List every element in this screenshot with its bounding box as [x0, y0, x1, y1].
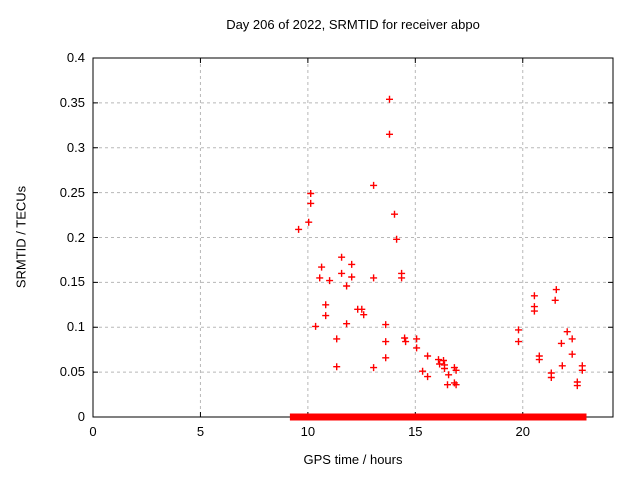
zero-band-segment — [302, 413, 317, 421]
y-tick-label: 0.1 — [66, 319, 85, 335]
zero-band-segment — [440, 413, 455, 421]
zero-band-segment — [541, 413, 556, 421]
zero-band-segment — [486, 413, 500, 421]
x-tick-label: 0 — [89, 424, 97, 439]
zero-band-segment — [433, 413, 445, 421]
zero-band-segment — [459, 413, 473, 421]
zero-band-segment — [522, 413, 535, 421]
y-tick-label: 0.35 — [59, 94, 85, 110]
zero-band-segment — [325, 413, 337, 421]
zero-band-segment — [332, 413, 344, 421]
zero-band-segment — [578, 413, 587, 421]
zero-band-segment — [339, 413, 352, 421]
zero-band-segment — [495, 413, 507, 421]
x-axis-label: GPS time / hours — [303, 452, 403, 467]
zero-band-segment — [379, 413, 394, 421]
zero-band-segment — [318, 413, 330, 421]
zero-band-segment — [368, 413, 383, 421]
y-tick-label: 0.05 — [59, 364, 85, 380]
zero-band-segment — [389, 413, 401, 421]
y-tick-label: 0.15 — [59, 274, 85, 290]
y-tick-label: 0.4 — [66, 50, 85, 65]
zero-band-segment — [405, 413, 418, 421]
zero-band-segment — [532, 413, 545, 421]
zero-band-segment — [571, 413, 583, 421]
zero-band-segment — [312, 413, 323, 421]
zero-band-segment — [562, 413, 575, 421]
x-tick-label: 20 — [515, 424, 530, 439]
zero-band-segment — [477, 413, 491, 421]
zero-band-segment — [396, 413, 410, 421]
y-tick-label: 0 — [77, 409, 85, 424]
zero-band-segment — [552, 413, 566, 421]
x-tick-label: 10 — [300, 424, 316, 439]
zero-band-segment — [355, 413, 373, 421]
zero-band-segment — [512, 413, 527, 421]
zero-band-segment — [468, 413, 482, 421]
x-tick-label: 15 — [408, 424, 423, 439]
y-tick-label: 0.2 — [66, 229, 85, 245]
zero-band-segment — [347, 413, 360, 421]
y-tick-label: 0.25 — [59, 184, 85, 200]
x-tick-label: 5 — [196, 424, 205, 439]
zero-band-segment — [413, 413, 426, 421]
zero-band-segment — [450, 413, 463, 421]
zero-band-segment — [289, 413, 299, 421]
chart-title: Day 206 of 2022, SRMTID for receiver abp… — [226, 17, 480, 32]
y-axis-label: SRMTID / TECUs — [13, 185, 29, 289]
zero-band-segment — [503, 413, 516, 421]
scatter-markers — [295, 95, 586, 390]
zero-band-segment — [422, 413, 438, 421]
y-tick-label: 0.3 — [66, 139, 85, 155]
zero-band-segment — [295, 413, 304, 421]
